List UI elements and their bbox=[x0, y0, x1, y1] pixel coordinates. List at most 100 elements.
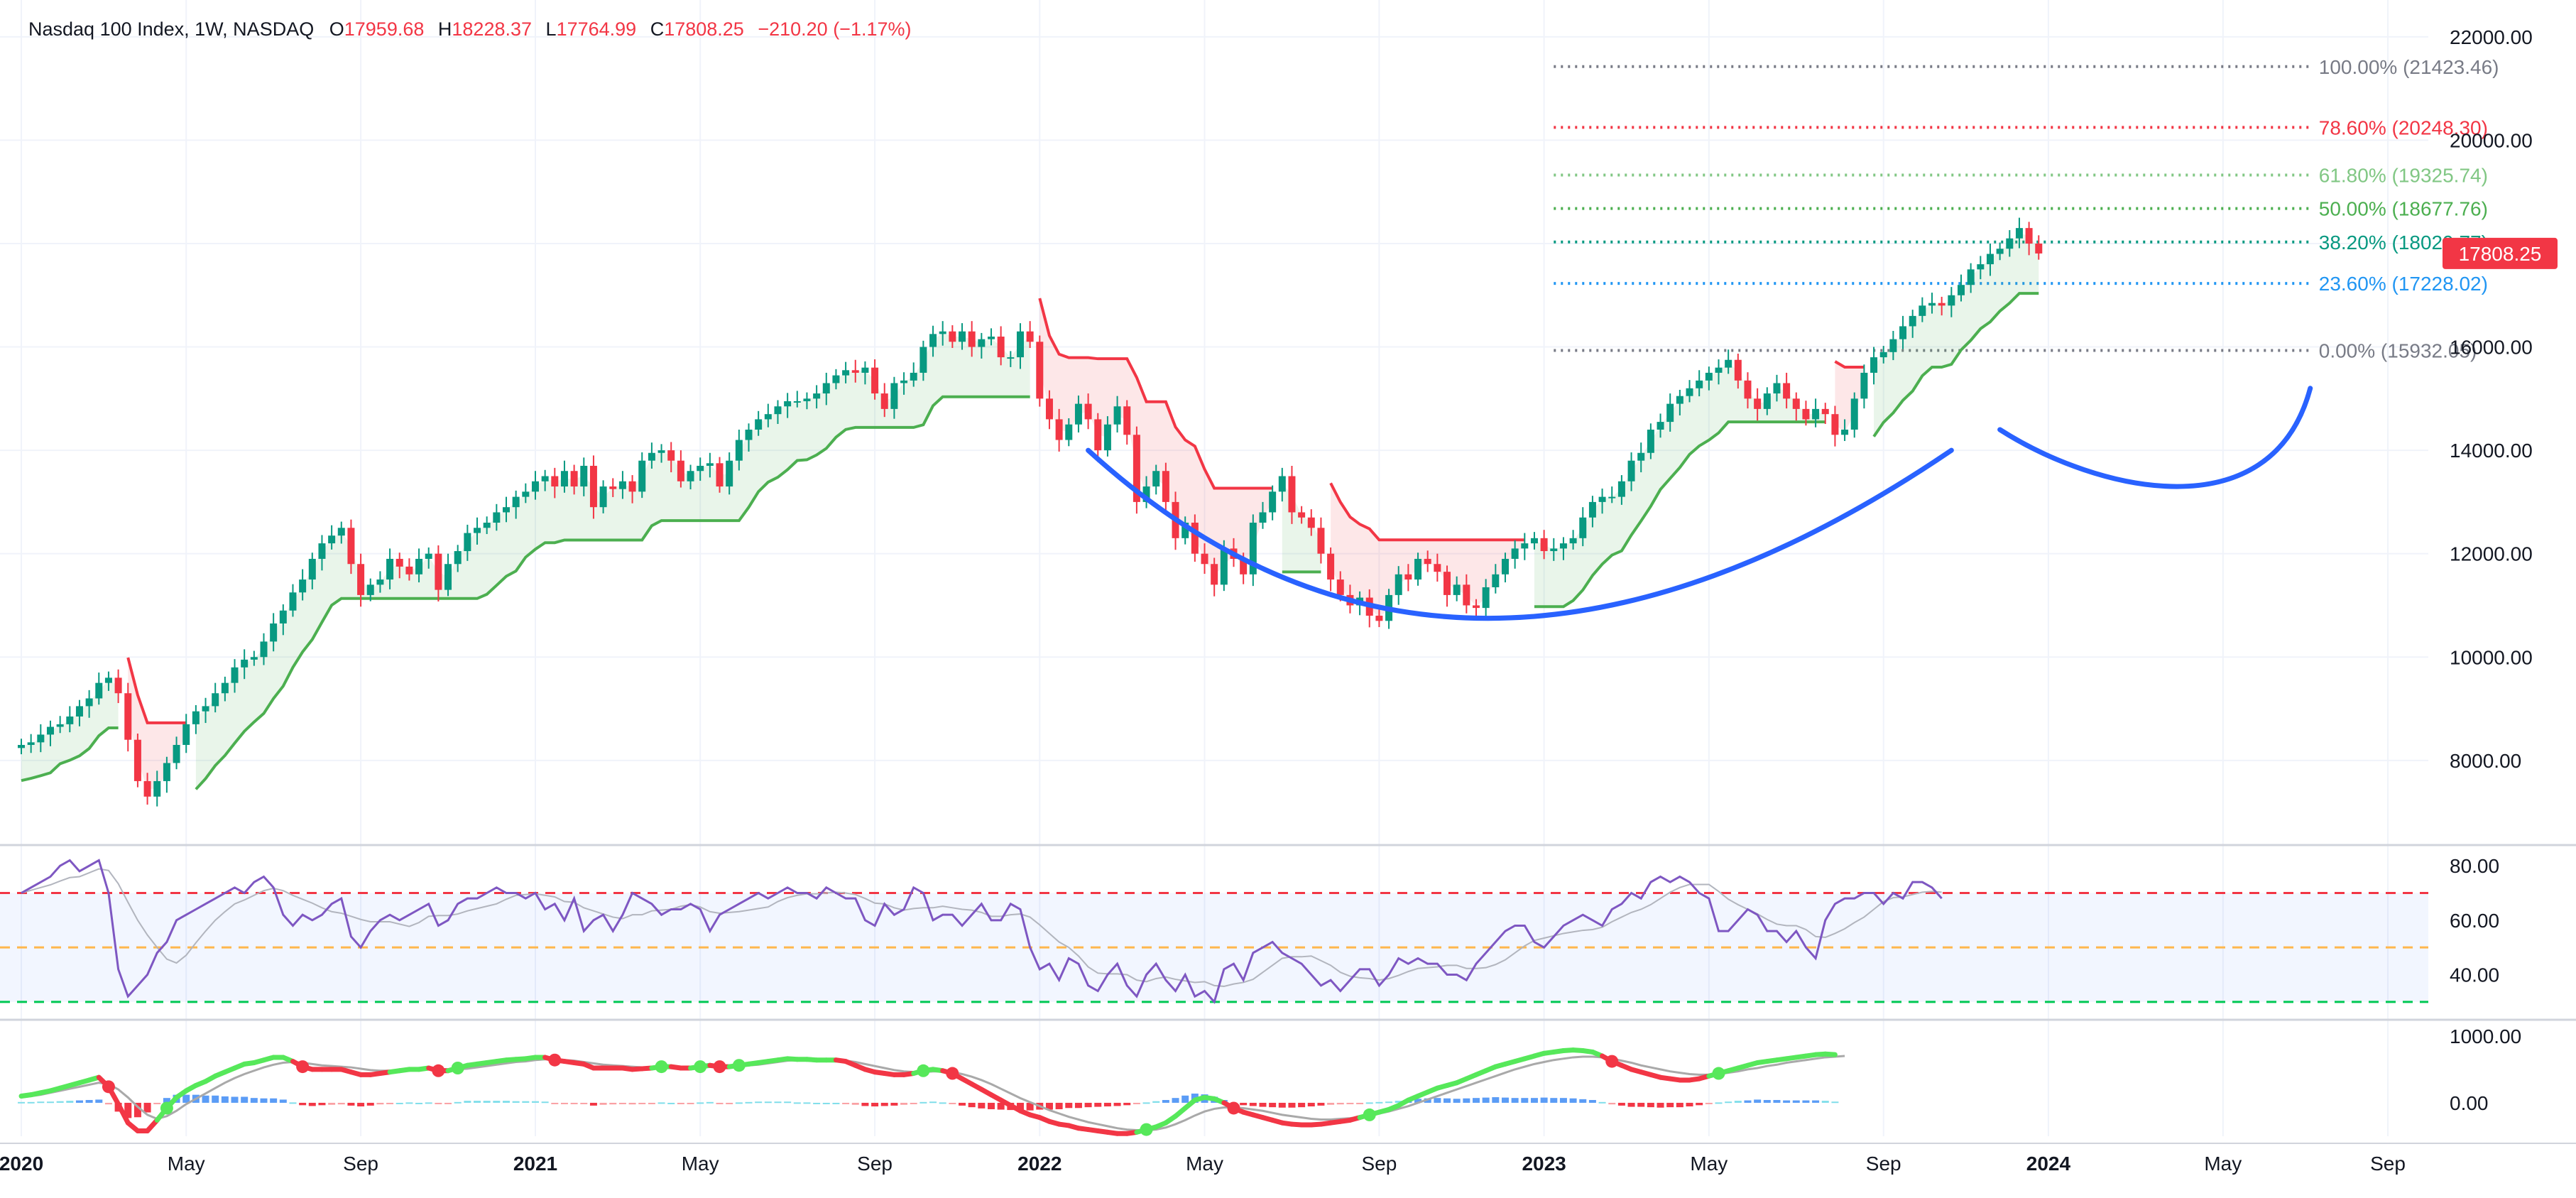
price-tick-label: 20000.00 bbox=[2450, 129, 2533, 151]
current-price-tag[interactable]: 17808.25 bbox=[2443, 237, 2558, 269]
macd-histogram-bar bbox=[1686, 1102, 1693, 1107]
macd-histogram-bar bbox=[1016, 1102, 1024, 1111]
macd-histogram-bar bbox=[880, 1102, 888, 1106]
candle-up bbox=[1569, 538, 1577, 544]
macd-histogram-bar bbox=[1540, 1097, 1548, 1103]
macd-histogram-bar bbox=[628, 1102, 636, 1105]
candle-up bbox=[503, 507, 510, 513]
macd-histogram-bar bbox=[1530, 1098, 1538, 1103]
candle-up bbox=[212, 693, 219, 707]
macd-histogram-bar bbox=[1637, 1102, 1645, 1107]
supertrend-down-line bbox=[126, 657, 187, 724]
macd-histogram-bar bbox=[1375, 1101, 1383, 1104]
macd-histogram-bar bbox=[512, 1101, 520, 1103]
candle-down bbox=[1831, 414, 1839, 435]
candle-up bbox=[2006, 238, 2014, 249]
time-tick-label: May bbox=[168, 1153, 205, 1175]
candle-up bbox=[599, 486, 607, 508]
candle-down bbox=[435, 553, 442, 590]
macd-histogram-bar bbox=[599, 1102, 607, 1105]
candle-up bbox=[1860, 372, 1868, 399]
candle-down bbox=[551, 476, 559, 487]
macd-histogram-bar bbox=[929, 1101, 937, 1104]
macd-pane[interactable] bbox=[18, 1047, 1845, 1136]
candle-up bbox=[784, 401, 792, 407]
macd-histogram-bar bbox=[1676, 1102, 1683, 1108]
macd-histogram-bar bbox=[1133, 1102, 1140, 1104]
candle-up bbox=[1647, 430, 1654, 453]
candle-up bbox=[1850, 398, 1858, 430]
candle-down bbox=[1938, 303, 1945, 306]
candle-up bbox=[27, 742, 35, 745]
macd-histogram-bar bbox=[347, 1102, 355, 1106]
price-tick-label: 10000.00 bbox=[2450, 646, 2533, 668]
macd-histogram-bar bbox=[1327, 1102, 1335, 1105]
candle-down bbox=[667, 450, 675, 461]
candle-up bbox=[861, 367, 869, 373]
macd-histogram-bar bbox=[1152, 1101, 1160, 1103]
candle-down bbox=[1734, 359, 1742, 381]
candle-down bbox=[609, 486, 617, 489]
candle-up bbox=[687, 471, 694, 481]
macd-histogram-bar bbox=[133, 1102, 141, 1118]
macd-histogram-bar bbox=[609, 1102, 617, 1105]
candle-up bbox=[1550, 548, 1558, 552]
candle-up bbox=[2015, 228, 2023, 239]
macd-histogram-bar bbox=[1802, 1100, 1810, 1103]
macd-histogram-bar bbox=[1482, 1097, 1490, 1103]
candle-up bbox=[1996, 249, 2004, 254]
macd-histogram-bar bbox=[949, 1102, 956, 1104]
macd-histogram-bar bbox=[677, 1102, 684, 1104]
candle-up bbox=[1482, 587, 1490, 609]
macd-histogram-bar bbox=[1657, 1102, 1664, 1108]
macd-tick-label: 0.00 bbox=[2450, 1092, 2489, 1114]
candle-up bbox=[1958, 285, 1965, 295]
macd-histogram-bar bbox=[1647, 1102, 1654, 1108]
macd-histogram-bar bbox=[997, 1102, 1005, 1110]
candle-down bbox=[1084, 403, 1092, 420]
candle-down bbox=[2035, 243, 2043, 254]
macd-histogram-bar bbox=[75, 1100, 83, 1103]
macd-histogram-bar bbox=[1763, 1099, 1771, 1103]
macd-histogram-bar bbox=[279, 1099, 287, 1103]
candle-up bbox=[493, 512, 501, 523]
candle-down bbox=[677, 460, 684, 481]
macd-histogram-bar bbox=[104, 1102, 112, 1105]
macd-histogram-bar bbox=[1259, 1102, 1267, 1107]
macd-histogram-bar bbox=[1317, 1102, 1325, 1106]
candle-up bbox=[1967, 269, 1975, 285]
supertrend-fill bbox=[1534, 364, 1825, 607]
macd-histogram-bar bbox=[1162, 1099, 1169, 1103]
candle-up bbox=[1598, 496, 1606, 502]
supertrend-indicator bbox=[21, 233, 2039, 790]
macd-histogram-bar bbox=[454, 1101, 462, 1104]
candle-up bbox=[241, 659, 249, 668]
candle-down bbox=[589, 465, 597, 508]
macd-histogram-bar bbox=[842, 1102, 850, 1104]
rsi-pane[interactable] bbox=[0, 859, 2428, 1004]
time-tick-label: Sep bbox=[343, 1153, 378, 1175]
fibonacci-retracement[interactable]: 100.00% (21423.46) 78.60% (20248.30) 61.80… bbox=[1554, 56, 2499, 362]
candle-down bbox=[997, 336, 1005, 358]
candle-up bbox=[1278, 476, 1286, 492]
candle-up bbox=[1696, 380, 1703, 388]
svg-text:17808.25: 17808.25 bbox=[2459, 243, 2542, 265]
macd-histogram-bar bbox=[474, 1101, 481, 1103]
macd-histogram-bar bbox=[1744, 1100, 1752, 1103]
time-tick-label: May bbox=[682, 1153, 719, 1175]
price-tick-label: 16000.00 bbox=[2450, 337, 2533, 359]
candle-down bbox=[1307, 517, 1315, 528]
macd-histogram-bar bbox=[1414, 1099, 1422, 1103]
candle-up bbox=[1492, 574, 1500, 587]
macd-histogram-bar bbox=[493, 1101, 501, 1103]
candle-up bbox=[657, 450, 665, 453]
macd-histogram-bar bbox=[1598, 1101, 1606, 1104]
candle-up bbox=[104, 677, 112, 683]
macd-histogram-bar bbox=[1569, 1098, 1577, 1103]
candle-down bbox=[143, 780, 151, 797]
candle-up bbox=[1666, 403, 1674, 423]
cup-and-handle-annotation[interactable] bbox=[1086, 386, 2313, 621]
candle-down bbox=[1288, 476, 1296, 513]
